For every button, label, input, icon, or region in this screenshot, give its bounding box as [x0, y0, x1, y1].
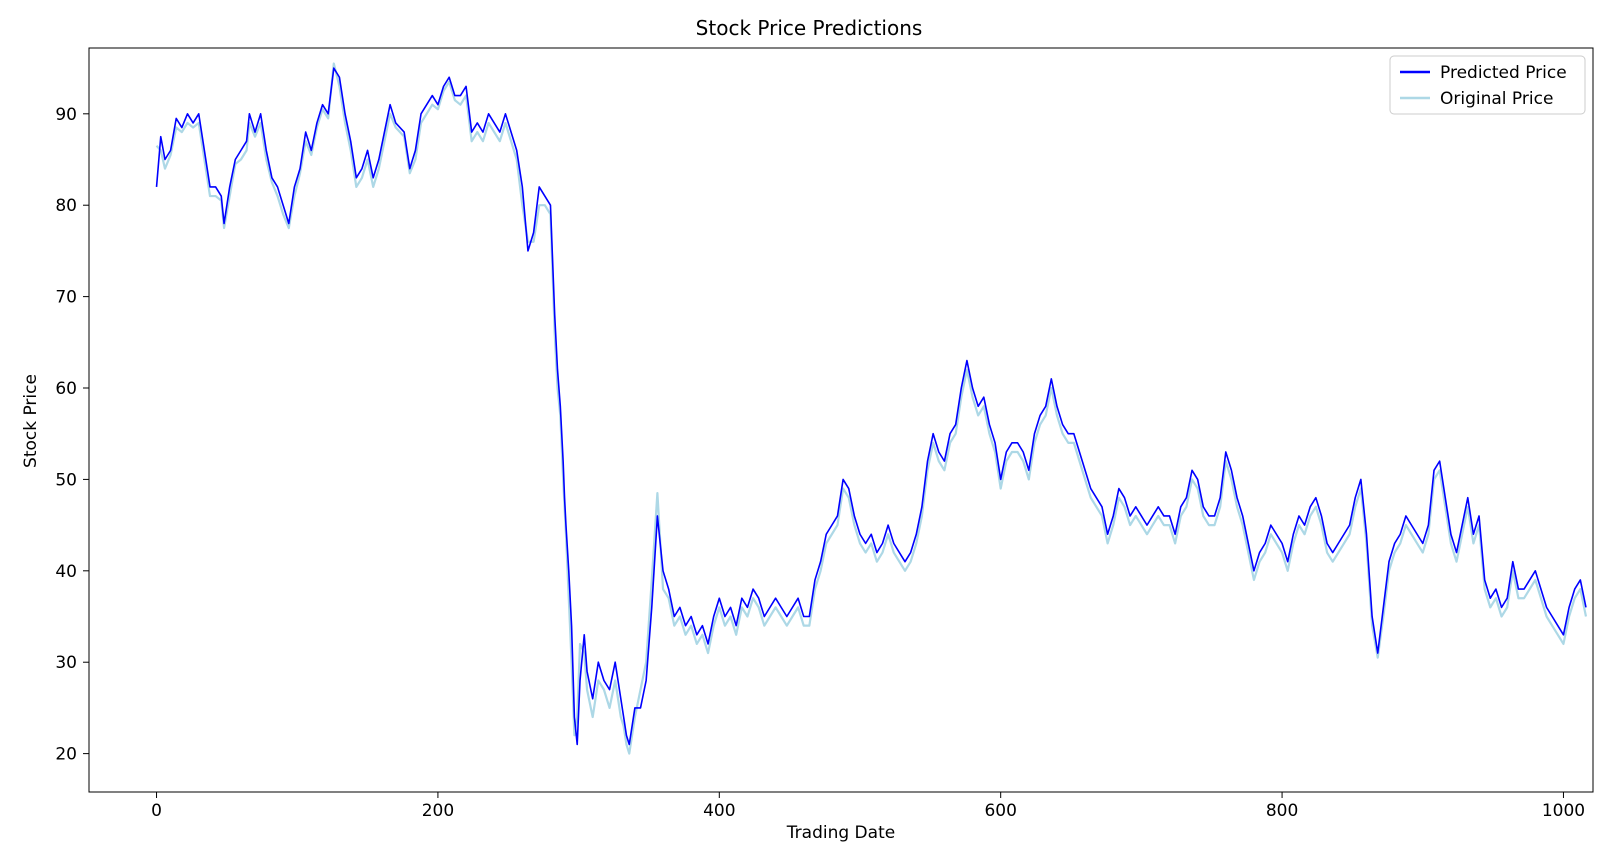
legend-label-predicted: Predicted Price [1440, 63, 1567, 83]
y-tick-label: 40 [55, 562, 77, 582]
legend-label-original: Original Price [1440, 89, 1553, 109]
y-axis-ticks: 20 30 40 50 60 70 80 90 [55, 105, 89, 765]
y-tick-label: 20 [55, 745, 77, 765]
x-axis-label: Trading Date [786, 823, 895, 842]
y-tick-label: 70 [55, 288, 77, 308]
x-tick-label: 0 [151, 801, 162, 821]
y-tick-label: 90 [55, 105, 77, 125]
x-axis-ticks: 0 200 400 600 800 1000 [151, 792, 1585, 821]
y-tick-label: 60 [55, 379, 77, 399]
plot-area [88, 47, 1594, 793]
x-tick-label: 600 [984, 801, 1016, 821]
y-tick-label: 50 [55, 470, 77, 490]
series-line-predicted-price [155, 67, 1587, 746]
y-tick-label: 30 [55, 653, 77, 673]
x-tick-label: 800 [1266, 801, 1298, 821]
legend-box [1389, 55, 1586, 115]
legend: Predicted Price Original Price [1389, 55, 1586, 115]
series-lines [155, 62, 1588, 755]
y-tick-label: 80 [55, 196, 77, 216]
chart-title: Stock Price Predictions [696, 16, 923, 40]
series-line-original-price [155, 62, 1588, 755]
y-axis-label: Stock Price [21, 374, 41, 468]
plot-frame [88, 47, 1594, 793]
x-tick-label: 200 [422, 801, 454, 821]
x-tick-label: 1000 [1542, 801, 1585, 821]
x-tick-label: 400 [703, 801, 735, 821]
